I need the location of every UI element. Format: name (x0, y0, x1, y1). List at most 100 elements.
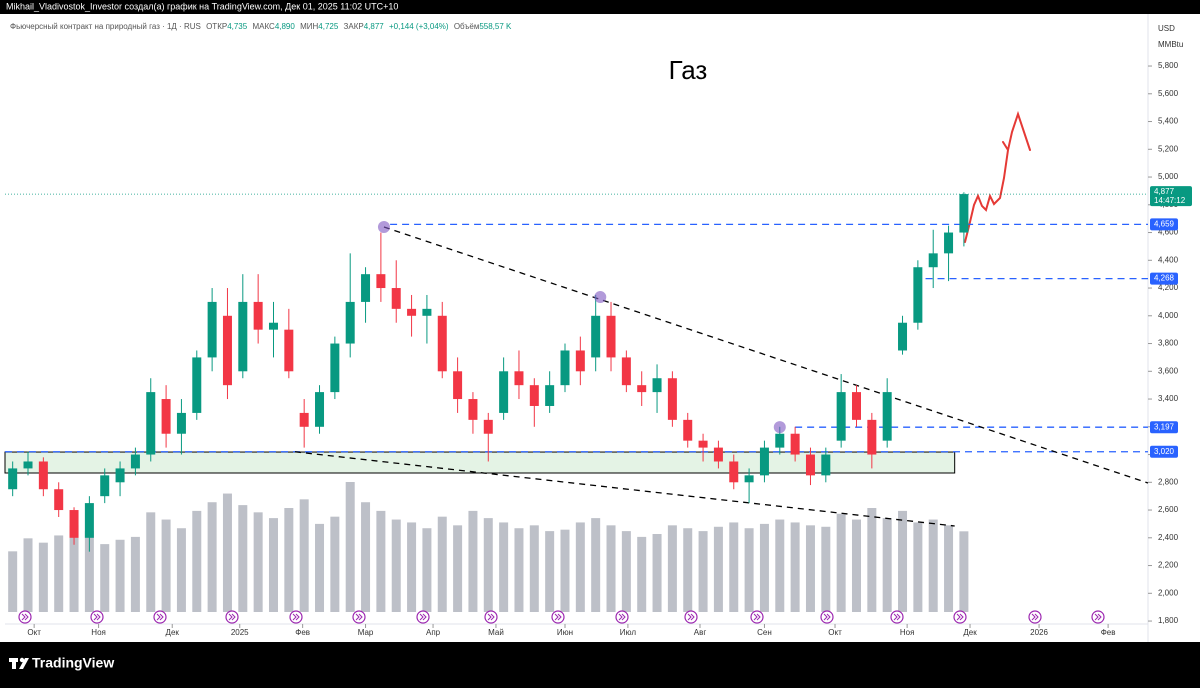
volume-bar (238, 505, 248, 612)
x-tick-label: Апр (426, 628, 441, 637)
volume-bar (913, 522, 923, 612)
candle-body (545, 385, 555, 406)
candle-body (115, 468, 125, 483)
candle-body (944, 232, 954, 254)
candle-body (882, 392, 892, 441)
event-icon-glyph (893, 613, 901, 621)
event-icon-glyph (21, 613, 29, 621)
volume-bar (898, 510, 908, 612)
candle-body (928, 253, 938, 268)
event-icon-glyph (156, 613, 164, 621)
ohlc-label: ОТКР (206, 22, 227, 31)
candle-body (361, 274, 371, 302)
volume-bar (391, 519, 401, 612)
candle-body (391, 288, 401, 309)
volume-bar (8, 551, 18, 612)
y-tick-label: 1,800 (1158, 616, 1179, 625)
y-tick-label: 3,800 (1158, 339, 1179, 348)
ohlc-value: 4,890 (275, 22, 296, 31)
volume-bar (207, 502, 217, 612)
candle-body (100, 475, 110, 497)
x-tick-label: 2025 (231, 628, 249, 637)
volume-bar (805, 525, 815, 612)
candle-body (207, 301, 217, 358)
y-tick-label: 3,600 (1158, 366, 1179, 375)
candle-body (299, 412, 309, 427)
candle-body (713, 447, 723, 462)
volume-bar (959, 531, 969, 612)
x-tick-label: Дек (166, 628, 180, 637)
candle-body (667, 378, 677, 420)
volume-bar (545, 531, 555, 612)
y-tick-label: 4,600 (1158, 228, 1179, 237)
x-tick-label: Июл (620, 628, 637, 637)
event-icon-glyph (292, 613, 300, 621)
volume-bar (130, 536, 140, 612)
volume-bar (161, 519, 171, 612)
volume-bar (836, 513, 846, 612)
candle-body (38, 461, 48, 490)
level-label: 3,020 (1154, 447, 1175, 456)
candle-body (514, 371, 524, 386)
volume-bar (253, 512, 263, 612)
candle-body (621, 357, 631, 386)
x-tick-label: Фев (1101, 628, 1116, 637)
ohlc-value: 4,735 (227, 22, 248, 31)
pivot-marker (594, 291, 607, 304)
volume-bar (882, 518, 892, 612)
trendline (383, 226, 1149, 484)
candle-body (483, 419, 493, 434)
volume-label: Объём (454, 22, 480, 31)
symbol: Фьючерсный контракт на природный газ · 1… (10, 22, 201, 31)
volume-bar (759, 523, 769, 612)
candle-body (836, 392, 846, 441)
x-tick-label: Окт (27, 628, 41, 637)
candle-body (652, 378, 662, 393)
candle-body (575, 350, 585, 372)
candle-body (54, 489, 64, 511)
volume-bar (222, 493, 232, 612)
volume-bar (192, 510, 202, 612)
y-tick-label: 3,400 (1158, 394, 1179, 403)
level-tag (1150, 421, 1178, 434)
volume-bar (683, 528, 693, 612)
volume-bar (361, 502, 371, 612)
volume-bar (713, 526, 723, 612)
volume-bar (315, 523, 325, 612)
last-price-label: 4,877 (1154, 187, 1175, 196)
brand-name: TradingView (32, 655, 114, 671)
event-icon-glyph (487, 613, 495, 621)
candle-body (698, 440, 708, 448)
x-tick-label: Ноя (900, 628, 915, 637)
chart-title: Газ (669, 55, 708, 85)
volume-bar (38, 542, 48, 612)
legend-line: Фьючерсный контракт на природный газ · 1… (10, 22, 512, 31)
candle-body (729, 461, 739, 483)
event-icon-glyph (753, 613, 761, 621)
event-icon-glyph (687, 613, 695, 621)
candle-body (437, 315, 447, 372)
volume-bar (944, 525, 954, 612)
volume-bar (928, 519, 938, 612)
volume-bar (345, 482, 355, 612)
event-icon-glyph (355, 613, 363, 621)
pivot-marker (377, 220, 390, 233)
volume-bar (560, 529, 570, 612)
plot (4, 192, 1149, 612)
volume-bar (621, 531, 631, 612)
candle-body (376, 274, 386, 289)
ohlc-label: МИН (300, 22, 318, 31)
y-tick-label: 4,400 (1158, 255, 1179, 264)
candle-body (453, 371, 463, 400)
candle-body (161, 399, 171, 434)
candle-body (284, 329, 294, 372)
logo-part (19, 658, 29, 669)
level-tag (1150, 445, 1178, 458)
volume-bar (437, 516, 447, 612)
volume-bar (667, 525, 677, 612)
y-tick-label: 5,600 (1158, 89, 1179, 98)
x-tick-label: Сен (757, 628, 772, 637)
volume-bar (84, 531, 94, 612)
y-tick-label: 2,200 (1158, 561, 1179, 570)
volume-bar (652, 534, 662, 612)
